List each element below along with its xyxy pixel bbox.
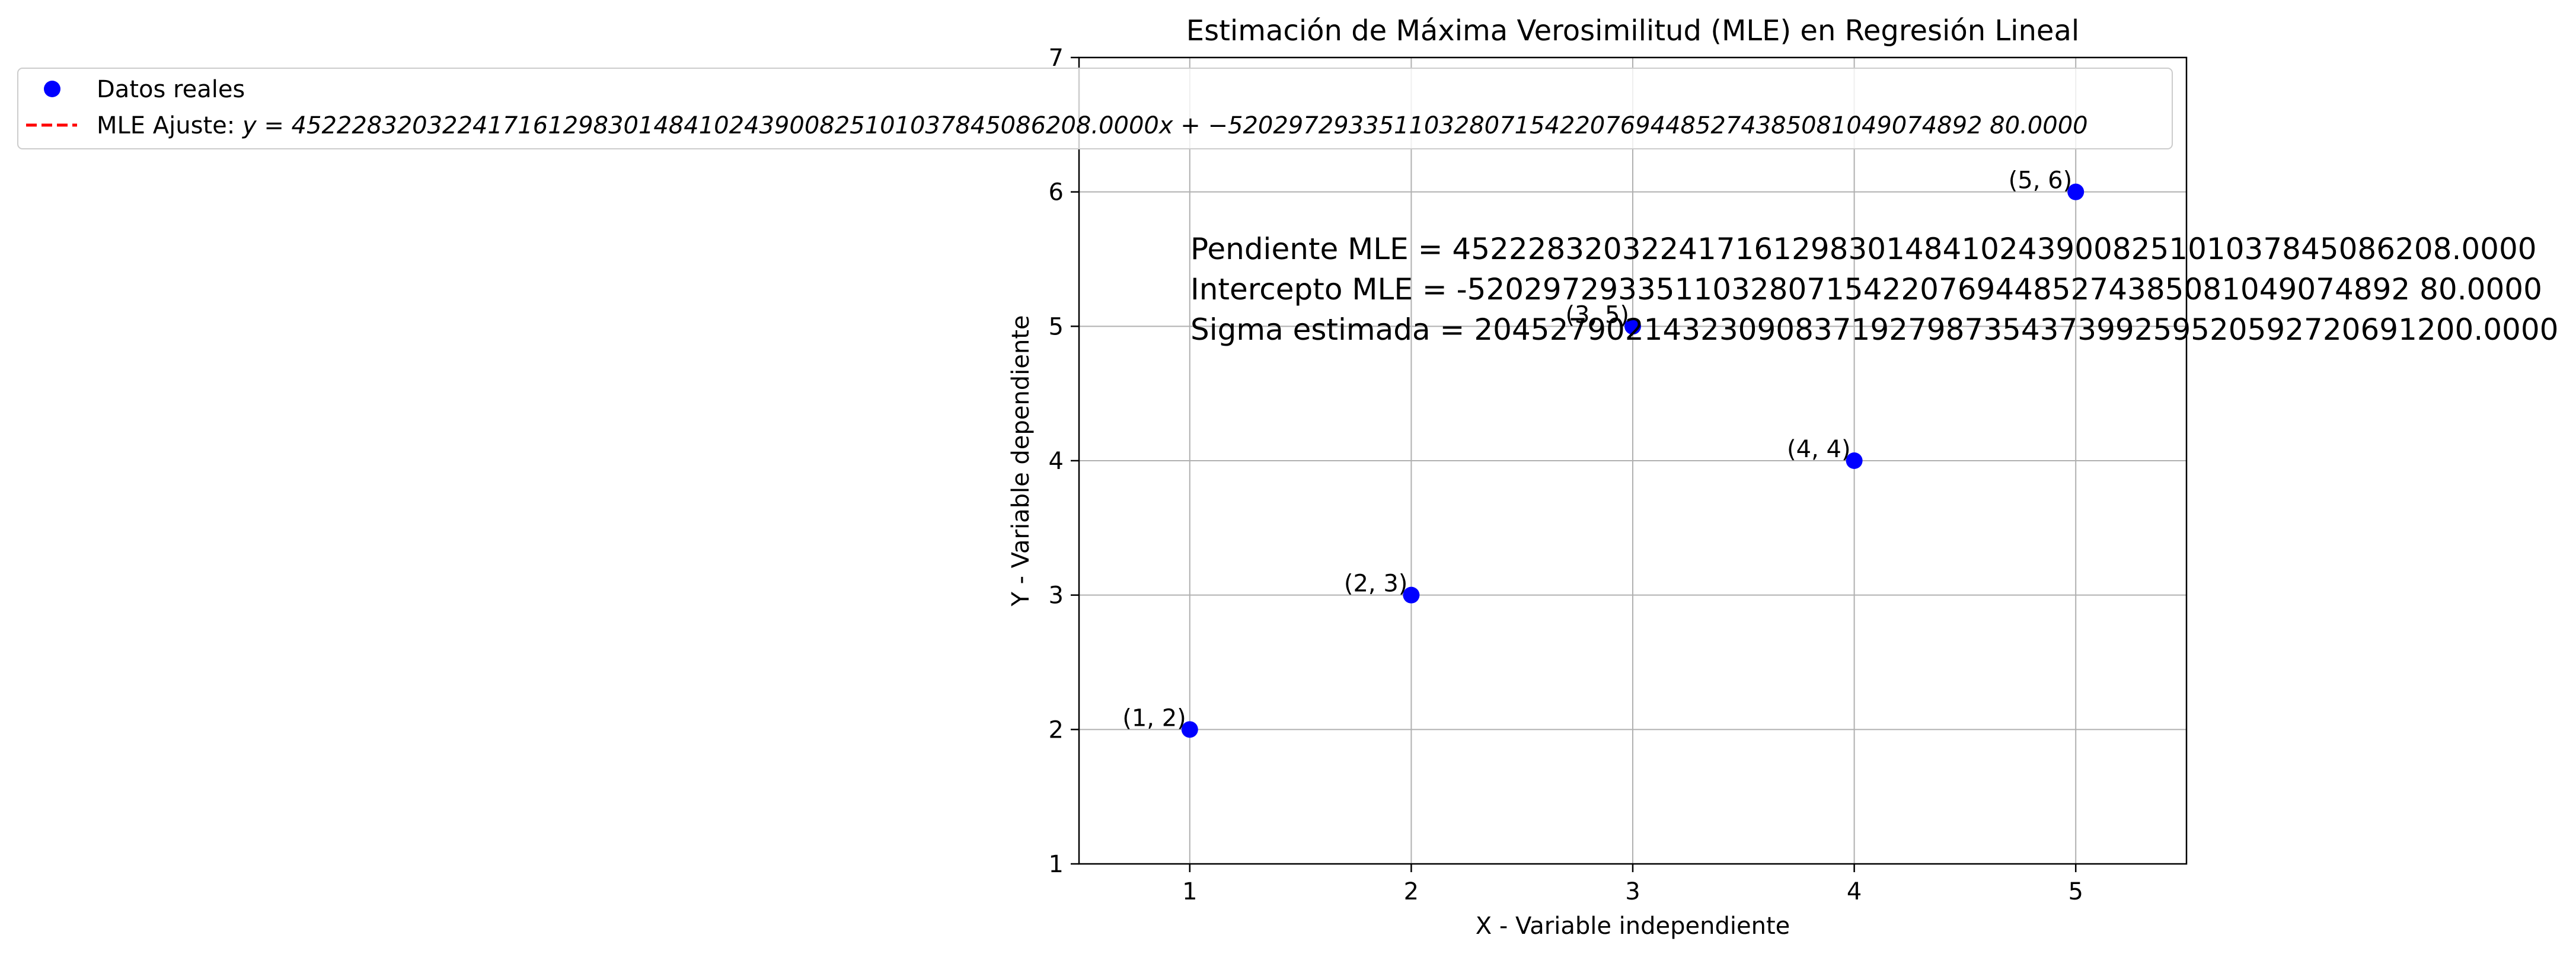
legend-label-mle-equation: y = 452228320322417161298301484102439008… bbox=[242, 112, 2088, 139]
x-tick-label: 3 bbox=[1625, 878, 1640, 905]
legend-box bbox=[17, 68, 2173, 149]
point-label: (4, 4) bbox=[1787, 436, 1851, 463]
data-point bbox=[1181, 721, 1198, 738]
y-tick-label: 2 bbox=[1049, 716, 1064, 744]
data-point bbox=[1624, 318, 1641, 335]
point-label: (5, 6) bbox=[2009, 167, 2073, 194]
stats-line: Intercepto MLE = -5202972933511032807154… bbox=[1190, 272, 2542, 307]
stats-line: Pendiente MLE = 452228320322417161298301… bbox=[1190, 232, 2537, 266]
legend-label-mle-prefix: MLE Ajuste: bbox=[97, 112, 242, 139]
x-tick-label: 1 bbox=[1182, 878, 1197, 905]
chart-title: Estimación de Máxima Verosimilitud (MLE)… bbox=[1186, 14, 2079, 47]
y-tick-label: 5 bbox=[1049, 313, 1064, 340]
y-tick-label: 6 bbox=[1049, 179, 1064, 206]
y-tick-label: 1 bbox=[1049, 851, 1064, 878]
legend: Datos reales MLE Ajuste: y = 45222832032… bbox=[17, 68, 2173, 149]
legend-label-datos-reales: Datos reales bbox=[97, 76, 245, 103]
y-tick-label: 3 bbox=[1049, 582, 1064, 610]
point-label: (2, 3) bbox=[1344, 570, 1408, 598]
data-point bbox=[2067, 183, 2085, 200]
scatter-points bbox=[1181, 183, 2085, 738]
data-point bbox=[1403, 586, 1420, 604]
legend-label-mle-ajuste: MLE Ajuste: y = 452228320322417161298301… bbox=[97, 112, 2088, 139]
axis-ticks: 1 2 3 4 5 1 2 3 4 5 6 7 bbox=[1049, 44, 2083, 905]
data-point bbox=[1846, 452, 1863, 469]
point-labels: (1, 2) (2, 3) (3, 5) (4, 4) (5, 6) bbox=[1122, 167, 2072, 732]
y-tick-label: 4 bbox=[1049, 448, 1064, 475]
point-label: (1, 2) bbox=[1122, 704, 1186, 732]
legend-scatter-marker bbox=[44, 81, 60, 97]
point-label: (3, 5) bbox=[1565, 301, 1629, 328]
x-tick-label: 4 bbox=[1847, 878, 1862, 905]
x-tick-label: 2 bbox=[1404, 878, 1419, 905]
x-axis-label: X - Variable independiente bbox=[1476, 912, 1790, 940]
x-tick-label: 5 bbox=[2068, 878, 2083, 905]
y-tick-label: 7 bbox=[1049, 44, 1064, 72]
stats-text: Pendiente MLE = 452228320322417161298301… bbox=[1190, 232, 2558, 347]
y-axis-label: Y - Variable dependiente bbox=[1007, 315, 1035, 607]
stats-line: Sigma estimada = 20452790214323090837192… bbox=[1190, 312, 2558, 347]
